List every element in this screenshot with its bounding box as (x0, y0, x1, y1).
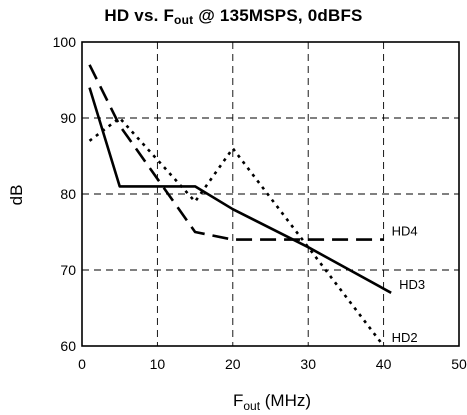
x-tick-label: 20 (225, 356, 241, 372)
x-axis-label-subscript: out (243, 399, 260, 413)
x-tick-label: 40 (376, 356, 392, 372)
series-label-hd4: HD4 (392, 224, 418, 239)
x-axis-label: Fout (MHz) (233, 391, 311, 413)
plot-frame (81, 41, 460, 347)
x-axis-label-tail: (MHz) (260, 391, 311, 410)
series-label-hd2: HD2 (392, 330, 418, 345)
chart-title-subscript: out (174, 13, 194, 27)
x-tick-label: 30 (300, 356, 316, 372)
y-tick-label: 90 (60, 110, 76, 126)
chart-title: HD vs. Fout @ 135MSPS, 0dBFS (0, 6, 467, 27)
y-tick-label: 80 (60, 186, 76, 202)
y-tick-label: 70 (60, 262, 76, 278)
x-axis-label-main: F (233, 391, 243, 410)
series-labels: HD2 HD3 HD4 (392, 224, 426, 345)
grid-lines (82, 42, 459, 346)
series-label-hd3: HD3 (399, 277, 425, 292)
tick-labels: 0 10 20 30 40 50 60 70 80 90 100 (53, 34, 467, 372)
x-tick-label: 0 (78, 356, 86, 372)
series-line-hd4 (88, 64, 384, 241)
series-line-hd2 (88, 116, 385, 347)
x-tick-label: 10 (150, 356, 166, 372)
y-tick-label: 60 (60, 338, 76, 354)
y-tick-label: 100 (53, 34, 77, 50)
series-lines (88, 64, 392, 347)
chart-title-main: HD vs. F (104, 6, 175, 25)
x-tick-label: 50 (451, 356, 467, 372)
chart-title-tail: @ 135MSPS, 0dBFS (193, 6, 363, 25)
series-line-hd3 (88, 87, 392, 294)
y-axis-label: dB (7, 185, 26, 206)
